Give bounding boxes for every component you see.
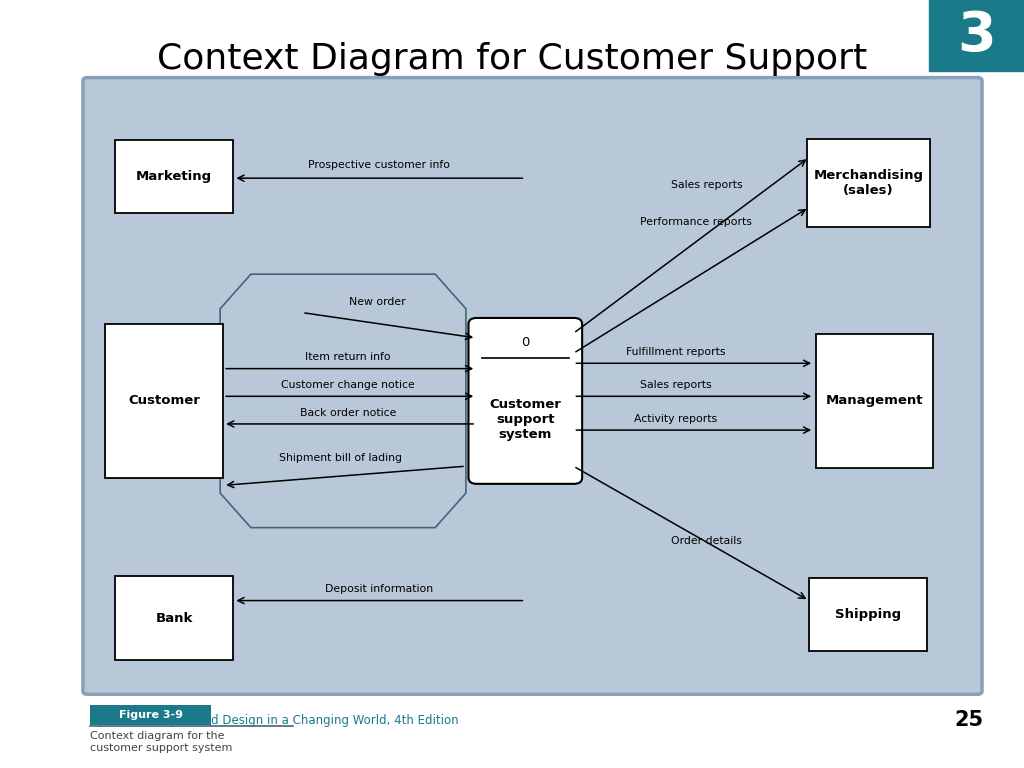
Text: Figure 3-9: Figure 3-9 (119, 710, 182, 720)
Text: Performance reports: Performance reports (640, 217, 753, 227)
FancyBboxPatch shape (116, 576, 233, 660)
Text: Customer change notice: Customer change notice (282, 380, 415, 390)
FancyBboxPatch shape (116, 140, 233, 214)
Text: Prospective customer info: Prospective customer info (308, 161, 450, 170)
FancyBboxPatch shape (105, 324, 223, 478)
FancyBboxPatch shape (469, 318, 582, 484)
Text: Context diagram for the
customer support system: Context diagram for the customer support… (90, 731, 232, 753)
Text: Item return info: Item return info (305, 353, 391, 362)
Text: Customer
support
system: Customer support system (489, 398, 561, 441)
FancyBboxPatch shape (90, 705, 211, 725)
Text: Activity reports: Activity reports (634, 414, 718, 424)
FancyBboxPatch shape (83, 78, 982, 694)
Text: Sales reports: Sales reports (640, 380, 712, 390)
Text: Merchandising
(sales): Merchandising (sales) (813, 169, 924, 197)
Text: Fulfillment reports: Fulfillment reports (626, 347, 726, 357)
Text: Systems Analysis and Design in a Changing World, 4th Edition: Systems Analysis and Design in a Changin… (90, 714, 459, 727)
Text: Shipment bill of lading: Shipment bill of lading (280, 453, 402, 463)
FancyBboxPatch shape (807, 139, 930, 227)
Text: Management: Management (825, 395, 924, 407)
FancyBboxPatch shape (809, 578, 928, 650)
Text: Marketing: Marketing (136, 170, 212, 183)
Text: 3: 3 (957, 8, 995, 63)
Text: Bank: Bank (156, 612, 193, 624)
Text: 25: 25 (954, 710, 983, 730)
Text: Deposit information: Deposit information (325, 584, 433, 594)
Text: New order: New order (348, 297, 406, 307)
Text: Context Diagram for Customer Support: Context Diagram for Customer Support (157, 42, 867, 76)
FancyBboxPatch shape (815, 334, 934, 468)
Text: Customer: Customer (128, 395, 200, 407)
Text: Order details: Order details (671, 536, 742, 546)
Text: Back order notice: Back order notice (300, 408, 396, 418)
Text: 0: 0 (521, 336, 529, 349)
Text: Shipping: Shipping (836, 608, 901, 621)
Text: Sales reports: Sales reports (671, 180, 742, 190)
